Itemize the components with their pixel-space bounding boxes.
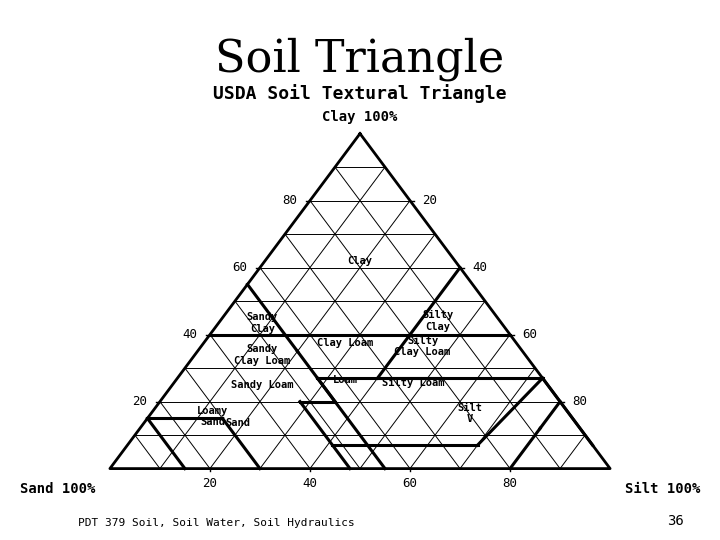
Text: Clay Loam: Clay Loam <box>317 338 373 348</box>
Text: Sandy
Clay: Sandy Clay <box>247 312 278 334</box>
Text: PDT 379 Soil, Soil Water, Soil Hydraulics: PDT 379 Soil, Soil Water, Soil Hydraulic… <box>78 518 354 528</box>
Text: USDA Soil Textural Triangle: USDA Soil Textural Triangle <box>213 84 507 103</box>
Text: 60: 60 <box>523 328 538 341</box>
Text: Loamy
Sand: Loamy Sand <box>197 406 228 428</box>
Text: 36: 36 <box>667 514 684 528</box>
Text: Sandy
Clay Loam: Sandy Clay Loam <box>234 344 291 366</box>
Text: 20: 20 <box>202 477 217 490</box>
Text: 80: 80 <box>282 194 297 207</box>
Text: 60: 60 <box>402 477 418 490</box>
Text: 60: 60 <box>233 261 248 274</box>
Text: 20: 20 <box>423 194 438 207</box>
Text: Sandy Loam: Sandy Loam <box>231 380 294 390</box>
Text: 80: 80 <box>503 477 518 490</box>
Text: 40: 40 <box>302 477 318 490</box>
Text: Silt
V: Silt V <box>457 402 482 424</box>
Text: 40: 40 <box>182 328 197 341</box>
Text: Sand: Sand <box>225 418 250 428</box>
Text: Soil Triangle: Soil Triangle <box>215 38 505 82</box>
Text: 40: 40 <box>472 261 487 274</box>
Text: Silt 100%: Silt 100% <box>625 482 701 496</box>
Text: Silty
Clay: Silty Clay <box>422 310 453 332</box>
Text: Silty Loam: Silty Loam <box>382 378 445 388</box>
Text: Clay: Clay <box>348 256 372 266</box>
Text: Clay 100%: Clay 100% <box>323 110 397 124</box>
Text: Silty
Clay Loam: Silty Clay Loam <box>395 335 451 357</box>
Text: 80: 80 <box>572 395 588 408</box>
Text: Sand 100%: Sand 100% <box>19 482 95 496</box>
Text: 20: 20 <box>132 395 148 408</box>
Text: Loam: Loam <box>333 375 358 385</box>
